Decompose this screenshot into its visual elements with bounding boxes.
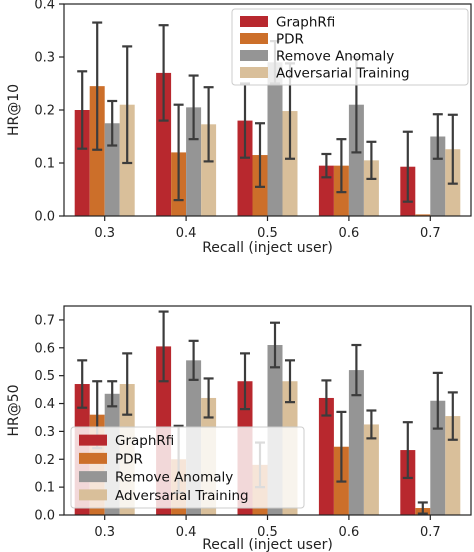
bar [363,424,379,515]
y-tick-label: 0.0 [34,509,55,524]
bar [415,214,431,216]
y-tick-label: 0.1 [34,481,55,496]
legend-swatch [79,489,107,501]
y-tick-label: 0.0 [34,210,55,225]
bar [237,120,253,216]
chart-2: 0.0 0.1 0.2 0.3 0.4 0.5 0.6 0.7 0.3 0.4 0.5 0.6 0.7 R… [6,305,472,552]
bar [156,72,172,217]
legend-label: PDR [276,32,304,48]
x-tick-label: 0.6 [339,525,360,540]
legend-label: GraphRfi [276,15,335,31]
x-tick-label: 0.5 [257,525,278,540]
bar [201,124,217,216]
legend-swatch [79,452,107,464]
bar [348,370,364,515]
bar [400,450,416,515]
y-tick-label: 0.5 [34,369,55,384]
legend-box [231,8,469,86]
bar [348,104,364,216]
legend-label: GraphRfi [115,433,174,449]
legend-swatch [79,434,107,446]
bar [363,160,379,216]
series-remove-anomaly [104,39,446,216]
legend-label: Adversarial Training [115,488,249,504]
y-tick-label: 0.7 [34,313,55,328]
x-tick-label: 0.4 [176,525,197,540]
y-tick-label: 0.4 [34,397,55,412]
y-tick-label: 0.3 [34,51,55,66]
legend-label: PDR [115,451,143,467]
x-tick-label: 0.3 [94,226,115,241]
bar [186,107,202,216]
y-axis-label: HR@50 [6,384,22,436]
bar [282,111,298,216]
legend-box [70,426,305,509]
legend-label: Adversarial Training [276,66,410,82]
legend: GraphRfi PDR Remove Anomaly Adversarial Tra… [70,426,305,509]
y-tick-label: 0.4 [34,0,55,13]
bar [267,62,283,216]
y-tick-label: 0.1 [34,157,55,172]
legend-swatch [79,471,107,483]
bar [318,397,334,515]
chart-1: 0.0 0.1 0.2 0.3 0.4 0.3 0.4 0.5 0.6 0.7 Recall (in… [6,0,472,256]
y-tick-label: 0.3 [34,425,55,440]
x-axis-label: Recall (inject user) [202,240,333,256]
legend-swatch [240,33,268,44]
x-axis-label: Recall (inject user) [202,537,333,552]
y-tick-label: 0.2 [34,453,55,468]
legend-label: Remove Anomaly [276,49,394,65]
y-tick-label: 0.6 [34,341,55,356]
legend-swatch [240,67,268,78]
x-tick-label: 0.7 [420,525,441,540]
x-tick-label: 0.4 [176,226,197,241]
y-axis-label: HR@10 [6,84,22,136]
x-tick-label: 0.5 [257,226,278,241]
legend-swatch [240,16,268,27]
x-tick-label: 0.7 [420,226,441,241]
y-tick-label: 0.2 [34,104,55,119]
x-tick-label: 0.3 [94,525,115,540]
bar [74,110,90,216]
series-pdr [89,21,431,217]
bar [430,136,446,216]
legend-label: Remove Anomaly [115,470,233,486]
bar [89,86,105,217]
x-tick-label: 0.6 [339,226,360,241]
legend-swatch [240,50,268,61]
